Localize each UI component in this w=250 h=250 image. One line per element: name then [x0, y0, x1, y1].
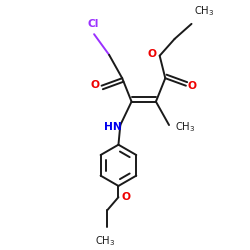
- Text: CH$_3$: CH$_3$: [194, 4, 215, 18]
- Text: O: O: [148, 49, 157, 59]
- Text: CH$_3$: CH$_3$: [175, 120, 195, 134]
- Text: O: O: [90, 80, 100, 90]
- Text: O: O: [188, 81, 197, 91]
- Text: CH$_3$: CH$_3$: [95, 235, 116, 248]
- Text: HN: HN: [104, 122, 122, 132]
- Text: Cl: Cl: [88, 18, 99, 28]
- Text: O: O: [122, 192, 130, 202]
